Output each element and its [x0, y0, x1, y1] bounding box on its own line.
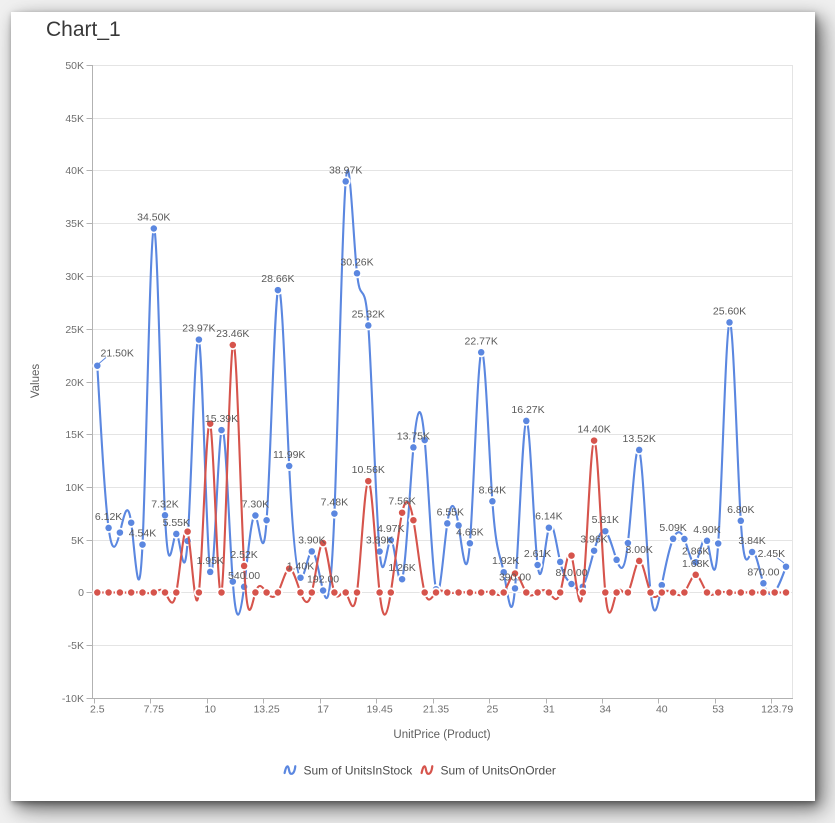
svg-text:25K: 25K	[65, 324, 84, 336]
svg-text:4.66K: 4.66K	[456, 526, 483, 538]
svg-text:40K: 40K	[65, 165, 84, 177]
svg-text:28.66K: 28.66K	[261, 273, 294, 285]
svg-text:20K: 20K	[65, 377, 84, 389]
svg-text:6.14K: 6.14K	[535, 511, 562, 523]
svg-text:4.97K: 4.97K	[377, 523, 404, 535]
svg-text:UnitPrice (Product): UnitPrice (Product)	[393, 729, 490, 741]
svg-text:2.45K: 2.45K	[758, 548, 785, 560]
svg-text:34: 34	[599, 704, 611, 716]
svg-text:7.32K: 7.32K	[151, 498, 178, 510]
svg-text:15.39K: 15.39K	[205, 413, 238, 425]
svg-text:Chart_1: Chart_1	[46, 18, 121, 41]
svg-text:1.26K: 1.26K	[388, 562, 415, 574]
svg-text:35K: 35K	[65, 218, 84, 230]
svg-text:870.00: 870.00	[747, 566, 779, 578]
svg-text:14.40K: 14.40K	[577, 424, 610, 436]
svg-text:2.5: 2.5	[90, 704, 105, 716]
svg-text:5.09K: 5.09K	[659, 522, 686, 534]
svg-text:0: 0	[78, 587, 84, 599]
svg-text:30.26K: 30.26K	[340, 256, 373, 268]
svg-text:6.12K: 6.12K	[95, 511, 122, 523]
svg-text:13.25: 13.25	[253, 704, 279, 716]
svg-text:5.81K: 5.81K	[592, 514, 619, 526]
svg-text:34.50K: 34.50K	[137, 212, 170, 224]
svg-text:5.55K: 5.55K	[163, 517, 190, 529]
svg-text:19.45: 19.45	[366, 704, 392, 716]
svg-text:7.75: 7.75	[144, 704, 165, 716]
svg-text:6.55K: 6.55K	[437, 506, 464, 518]
svg-text:53: 53	[712, 704, 724, 716]
svg-text:7.48K: 7.48K	[321, 497, 348, 509]
svg-text:10.56K: 10.56K	[352, 464, 385, 476]
svg-text:3.96K: 3.96K	[580, 534, 607, 546]
svg-text:3.00K: 3.00K	[625, 544, 652, 556]
svg-text:23.46K: 23.46K	[216, 328, 249, 340]
svg-text:7.56K: 7.56K	[388, 496, 415, 508]
svg-text:1.40K: 1.40K	[287, 561, 314, 573]
svg-text:38.97K: 38.97K	[329, 164, 362, 176]
svg-text:10: 10	[204, 704, 216, 716]
svg-text:1.68K: 1.68K	[682, 558, 709, 570]
svg-text:540.00: 540.00	[228, 570, 260, 582]
svg-text:23.97K: 23.97K	[182, 323, 215, 335]
svg-text:Values: Values	[30, 364, 42, 399]
svg-text:8.64K: 8.64K	[479, 484, 506, 496]
svg-text:10K: 10K	[65, 482, 84, 494]
svg-text:13.52K: 13.52K	[623, 433, 656, 445]
svg-text:192.00: 192.00	[307, 574, 339, 586]
svg-text:17: 17	[317, 704, 329, 716]
svg-text:390.00: 390.00	[499, 571, 531, 583]
svg-text:40: 40	[656, 704, 668, 716]
svg-text:25.32K: 25.32K	[352, 308, 385, 320]
svg-text:22.77K: 22.77K	[465, 335, 498, 347]
svg-text:7.30K: 7.30K	[242, 499, 269, 511]
svg-text:2.52K: 2.52K	[230, 549, 257, 561]
svg-text:6.80K: 6.80K	[727, 504, 754, 516]
svg-text:16.27K: 16.27K	[511, 404, 544, 416]
svg-text:15K: 15K	[65, 429, 84, 441]
svg-text:-5K: -5K	[68, 640, 84, 652]
svg-text:3.89K: 3.89K	[366, 535, 393, 547]
svg-text:25: 25	[487, 704, 499, 716]
svg-text:5K: 5K	[71, 535, 84, 547]
svg-text:123.79: 123.79	[761, 704, 793, 716]
svg-text:2.86K: 2.86K	[682, 545, 709, 557]
svg-text:45K: 45K	[65, 113, 84, 125]
svg-text:2.61K: 2.61K	[524, 548, 551, 560]
svg-text:25.60K: 25.60K	[713, 305, 746, 317]
svg-text:Sum of UnitsOnOrder: Sum of UnitsOnOrder	[441, 763, 556, 777]
svg-text:50K: 50K	[65, 60, 84, 72]
svg-text:Sum of UnitsInStock: Sum of UnitsInStock	[304, 763, 414, 777]
svg-text:1.95K: 1.95K	[196, 555, 223, 567]
svg-text:1.92K: 1.92K	[492, 555, 519, 567]
svg-text:810.00: 810.00	[555, 567, 587, 579]
svg-text:13.75K: 13.75K	[397, 430, 430, 442]
svg-text:-10K: -10K	[62, 693, 84, 705]
svg-text:21.35: 21.35	[423, 704, 449, 716]
svg-text:30K: 30K	[65, 271, 84, 283]
svg-text:3.84K: 3.84K	[738, 535, 765, 547]
svg-text:31: 31	[543, 704, 555, 716]
svg-text:3.90K: 3.90K	[298, 534, 325, 546]
svg-text:4.54K: 4.54K	[129, 528, 156, 540]
svg-text:21.50K: 21.50K	[101, 347, 134, 359]
svg-text:11.99K: 11.99K	[273, 449, 306, 461]
svg-text:4.90K: 4.90K	[693, 524, 720, 536]
